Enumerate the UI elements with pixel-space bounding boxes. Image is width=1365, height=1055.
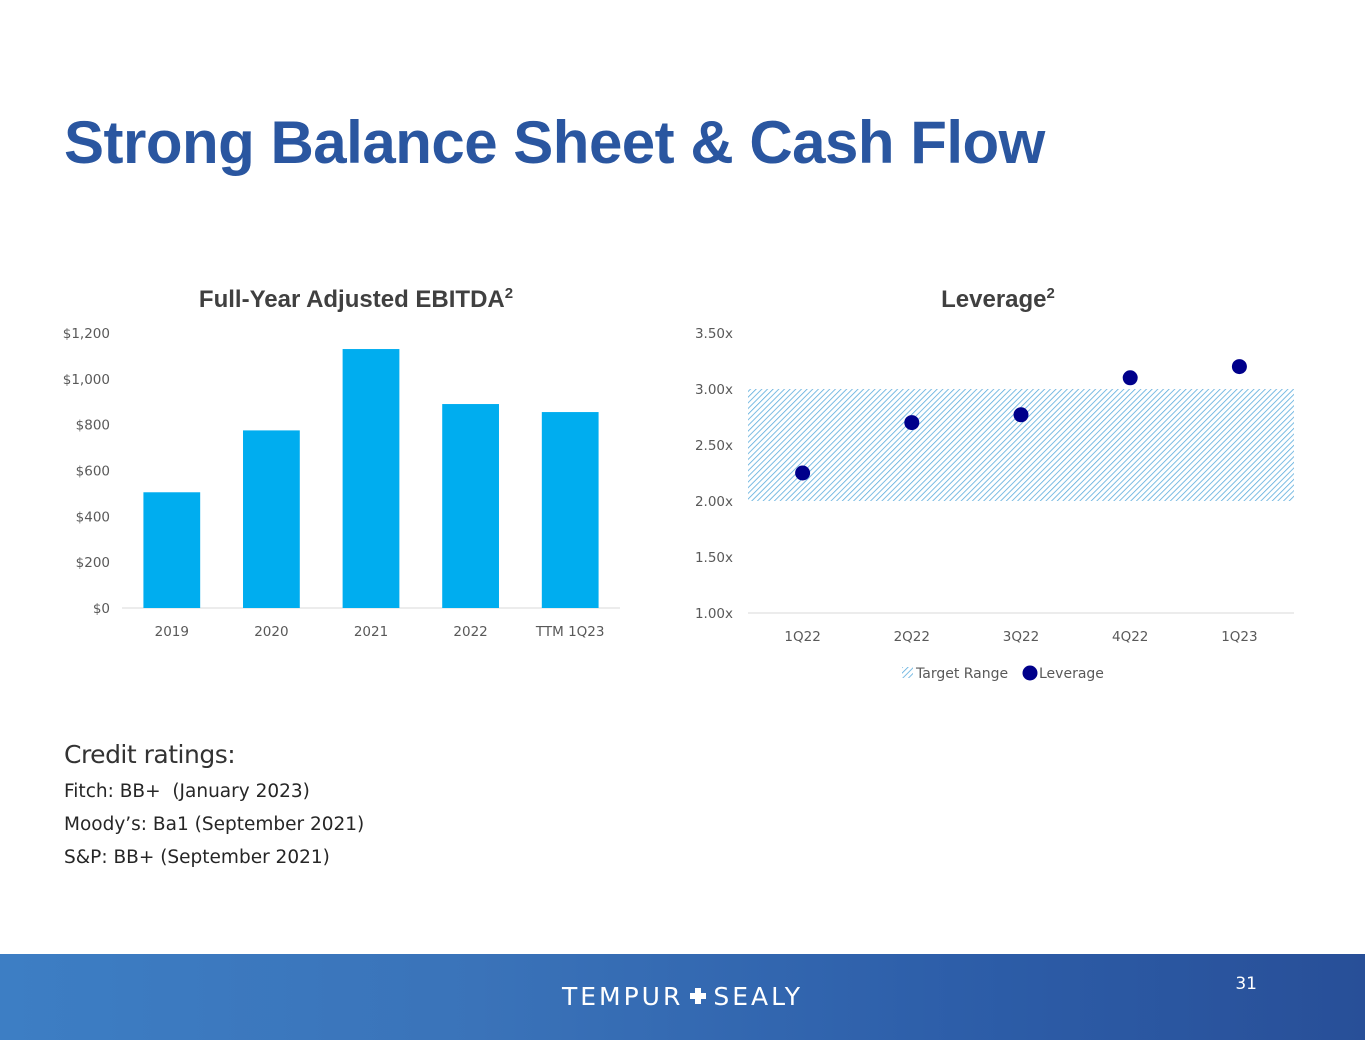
y-tick-label: $200 xyxy=(76,555,110,571)
y-tick-label: $0 xyxy=(93,601,110,617)
y-tick-label: 1.50x xyxy=(695,550,733,566)
bar xyxy=(143,492,201,608)
y-tick-label: 3.50x xyxy=(695,326,733,342)
x-tick-label: TTM 1Q23 xyxy=(535,624,605,640)
x-tick-label: 2019 xyxy=(155,624,189,640)
credit-ratings-heading: Credit ratings: xyxy=(64,740,236,769)
legend-label-leverage: Leverage xyxy=(1039,666,1104,682)
bar xyxy=(243,430,300,608)
y-tick-label: 1.00x xyxy=(695,606,733,622)
x-tick-label: 1Q23 xyxy=(1221,629,1257,645)
x-tick-label: 2021 xyxy=(354,624,388,640)
target-range-band xyxy=(748,389,1294,501)
footer-bar: TEMPUR SEALY 31 xyxy=(0,954,1365,1040)
brand-name-right: SEALY xyxy=(713,982,804,1011)
y-tick-label: 2.50x xyxy=(695,438,733,454)
ebitda-bar-chart: Full-Year Adjusted EBITDA2 $0 $200 $400 $60… xyxy=(63,285,620,640)
leverage-chart-title-superscript: 2 xyxy=(1047,285,1055,302)
y-tick-label: $1,000 xyxy=(63,372,110,388)
leverage-point xyxy=(795,465,811,481)
x-tick-label: 2020 xyxy=(254,624,288,640)
brand-logo: TEMPUR SEALY xyxy=(0,982,1365,1011)
legend-marker-leverage xyxy=(1022,665,1038,681)
leverage-point xyxy=(1122,370,1138,386)
x-tick-label: 1Q22 xyxy=(784,629,820,645)
leverage-legend: Target Range Leverage xyxy=(902,665,1104,682)
ebitda-chart-title: Full-Year Adjusted EBITDA2 xyxy=(199,285,513,313)
leverage-chart-title-text: Leverage xyxy=(941,286,1046,313)
ebitda-chart-title-superscript: 2 xyxy=(505,285,513,302)
leverage-scatter-chart: Leverage2 1.00x1.50x2.00x2.50x3.00x3.50x… xyxy=(695,285,1294,682)
y-tick-label: $800 xyxy=(76,418,110,434)
x-tick-label: 2Q22 xyxy=(894,629,930,645)
credit-ratings: Credit ratings: Fitch: BB+ (January 2023… xyxy=(64,740,364,874)
x-tick-label: 3Q22 xyxy=(1003,629,1039,645)
y-tick-label: 2.00x xyxy=(695,494,733,510)
x-tick-label: 4Q22 xyxy=(1112,629,1148,645)
bar xyxy=(442,404,499,608)
leverage-point xyxy=(1013,407,1029,423)
x-tick-label: 2022 xyxy=(453,624,487,640)
y-tick-label: $600 xyxy=(76,464,110,480)
leverage-point xyxy=(1231,359,1247,375)
credit-rating-sp: S&P: BB+ (September 2021) xyxy=(64,847,330,868)
ebitda-plot-area: $0 $200 $400 $600 $800 $1,000 $1,200 2019 2020 20… xyxy=(63,326,620,640)
plus-icon xyxy=(690,988,707,1004)
brand-name-left: TEMPUR xyxy=(561,982,684,1011)
bar xyxy=(342,349,400,608)
credit-rating-moodys: Moody’s: Ba1 (September 2021) xyxy=(64,814,365,835)
page-number: 31 xyxy=(1235,974,1257,994)
legend-swatch-target-range xyxy=(902,667,913,678)
legend-label-target-range: Target Range xyxy=(915,666,1008,682)
leverage-point xyxy=(904,415,920,431)
page-title: Strong Balance Sheet & Cash Flow xyxy=(64,109,1045,176)
y-tick-label: 3.00x xyxy=(695,382,733,398)
y-tick-label: $1,200 xyxy=(63,326,110,342)
ebitda-chart-title-text: Full-Year Adjusted EBITDA xyxy=(199,286,505,313)
bar xyxy=(541,412,599,608)
leverage-chart-title: Leverage2 xyxy=(941,285,1055,313)
leverage-plot-area: 1.00x 1.50x 2.00x 2.50x 3.00x 3.50x 1Q22 2Q22 3Q… xyxy=(695,326,1294,645)
y-tick-label: $400 xyxy=(76,509,110,525)
credit-rating-fitch: Fitch: BB+ (January 2023) xyxy=(64,781,310,802)
